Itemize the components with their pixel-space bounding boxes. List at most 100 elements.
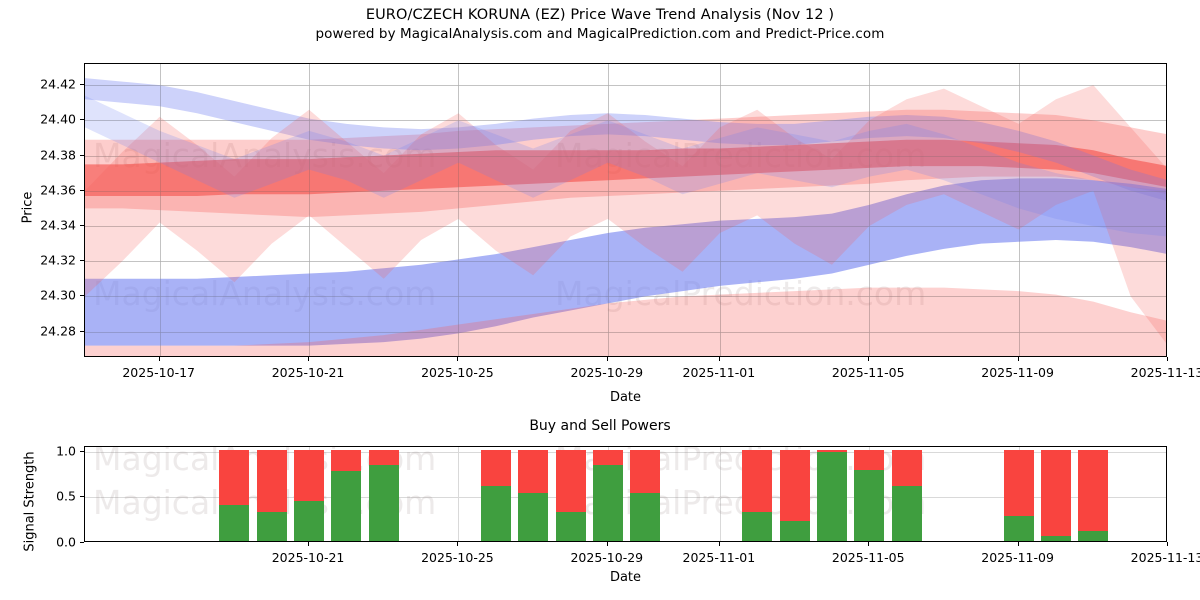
signal-bar-buy-segment <box>294 500 325 541</box>
page-title: EURO/CZECH KORUNA (EZ) Price Wave Trend … <box>365 7 835 23</box>
signal-chart-y-axis-label: Signal Strength <box>22 451 38 552</box>
x-axis-tick-mark <box>868 542 870 546</box>
x-axis-tick-mark <box>1167 357 1168 361</box>
x-axis-tick-label: 2025-11-05 <box>831 550 905 565</box>
y-axis-tick-mark <box>80 496 84 498</box>
signal-bar-sell-segment <box>854 449 885 470</box>
signal-bar-sell-segment <box>742 449 773 512</box>
x-axis-tick-label: 2025-10-21 <box>271 550 345 565</box>
signal-bar-buy-segment <box>592 465 623 541</box>
signal-bar-sell-segment <box>1003 449 1034 517</box>
y-axis-tick-label: 0.5 <box>56 488 76 504</box>
gridline-vertical <box>869 64 871 356</box>
signal-chart-x-axis-label: Date <box>609 570 642 585</box>
y-axis-tick-mark <box>80 189 84 191</box>
gridline-horizontal <box>85 296 1166 298</box>
gridline-horizontal <box>85 451 1166 453</box>
gridline-vertical <box>719 447 721 541</box>
signal-bar <box>1041 449 1071 541</box>
y-axis-tick-label: 24.32 <box>40 252 76 268</box>
signal-bar-buy-segment <box>816 452 847 541</box>
signal-bar-sell-segment <box>779 449 810 521</box>
signal-bar-sell-segment <box>331 449 362 471</box>
signal-bar-sell-segment <box>555 449 586 512</box>
x-axis-tick-mark <box>868 357 870 361</box>
x-axis-tick-label: 2025-10-25 <box>421 365 494 380</box>
signal-bar <box>555 449 586 541</box>
x-axis-tick-mark <box>457 357 459 361</box>
x-axis-tick-mark <box>308 542 310 546</box>
signal-bar-sell-segment <box>816 449 847 453</box>
signal-bar-sell-segment <box>256 449 287 512</box>
x-axis-tick-label: 2025-11-09 <box>981 365 1054 380</box>
x-axis-tick-label: 2025-10-29 <box>570 365 644 380</box>
signal-bar-buy-segment <box>1041 536 1071 541</box>
x-axis-tick-mark <box>308 357 310 361</box>
page-subtitle-credit: powered by MagicalAnalysis.com and Magic… <box>315 26 885 42</box>
y-axis-tick-mark <box>80 450 84 452</box>
x-axis-tick-label: 2025-11-13 <box>1130 365 1200 380</box>
signal-bar <box>1003 449 1034 541</box>
price-chart-y-axis-label: Price <box>20 191 36 224</box>
gridline-horizontal <box>85 497 1166 499</box>
y-axis-tick-mark <box>80 330 84 332</box>
y-axis-tick-mark <box>80 119 84 121</box>
signal-bar-sell-segment <box>368 449 399 466</box>
x-axis-tick-label: 2025-10-29 <box>570 550 644 565</box>
price-chart-x-axis-label: Date <box>609 390 642 405</box>
signal-bar-buy-segment <box>630 492 661 541</box>
signal-chart-bars <box>85 447 1166 541</box>
gridline-horizontal <box>85 190 1166 192</box>
signal-bar-buy-segment <box>555 511 586 541</box>
price-chart-plot-area: MagicalAnalysis.com MagicalPrediction.com… <box>84 63 1167 357</box>
x-axis-tick-label: 2025-11-05 <box>831 365 905 380</box>
signal-bar <box>816 449 847 541</box>
signal-bar <box>294 449 325 541</box>
x-axis-tick-mark <box>606 357 608 361</box>
gridline-vertical <box>1018 64 1020 356</box>
signal-bar-buy-segment <box>1078 530 1109 541</box>
signal-bar <box>779 449 810 541</box>
y-axis-tick-mark <box>80 154 84 156</box>
signal-bar-buy-segment <box>742 511 773 541</box>
signal-bar-buy-segment <box>331 470 362 541</box>
y-axis-tick-mark <box>80 260 84 262</box>
signal-bar-buy-segment <box>368 465 399 541</box>
gridline-vertical <box>458 64 460 356</box>
y-axis-tick-label: 24.28 <box>40 323 76 339</box>
signal-bar <box>891 449 922 541</box>
x-axis-tick-mark <box>718 542 720 546</box>
chart-title-block: EURO/CZECH KORUNA (EZ) Price Wave Trend … <box>0 6 1200 44</box>
gridline-horizontal <box>85 120 1166 122</box>
x-axis-tick-mark <box>457 542 459 546</box>
signal-bar-sell-segment <box>518 449 549 493</box>
signal-bar-buy-segment <box>480 486 511 541</box>
y-axis-tick-label: 1.0 <box>56 443 76 459</box>
signal-bar <box>219 449 250 541</box>
x-axis-tick-label: 2025-10-25 <box>421 550 494 565</box>
signal-bar-sell-segment <box>1041 449 1071 537</box>
signal-bar-sell-segment <box>294 449 325 501</box>
x-axis-tick-label: 2025-11-01 <box>682 550 756 565</box>
signal-chart-plot-area: MagicalAnalysis.comMagicalPrediction.com… <box>84 446 1167 542</box>
signal-bar-sell-segment <box>219 449 250 506</box>
signal-bar <box>368 449 399 541</box>
x-axis-tick-label: 2025-11-09 <box>981 550 1054 565</box>
gridline-vertical <box>719 64 721 356</box>
signal-bar-sell-segment <box>480 449 511 487</box>
price-chart-gridlines <box>85 64 1166 356</box>
signal-bar-buy-segment <box>518 492 549 541</box>
gridline-horizontal <box>85 331 1166 333</box>
x-axis-tick-mark <box>1017 357 1019 361</box>
signal-bar-sell-segment <box>592 449 623 466</box>
signal-bar-sell-segment <box>1078 449 1109 531</box>
signal-bar-buy-segment <box>779 520 810 541</box>
y-axis-tick-mark <box>80 84 84 86</box>
signal-bar-buy-segment <box>256 511 287 541</box>
gridline-vertical <box>159 64 161 356</box>
signal-bar <box>1078 449 1109 541</box>
x-axis-tick-mark <box>718 357 720 361</box>
y-axis-tick-mark <box>80 295 84 297</box>
y-axis-tick-label: 24.40 <box>40 111 76 127</box>
x-axis-tick-label: 2025-10-21 <box>271 365 345 380</box>
